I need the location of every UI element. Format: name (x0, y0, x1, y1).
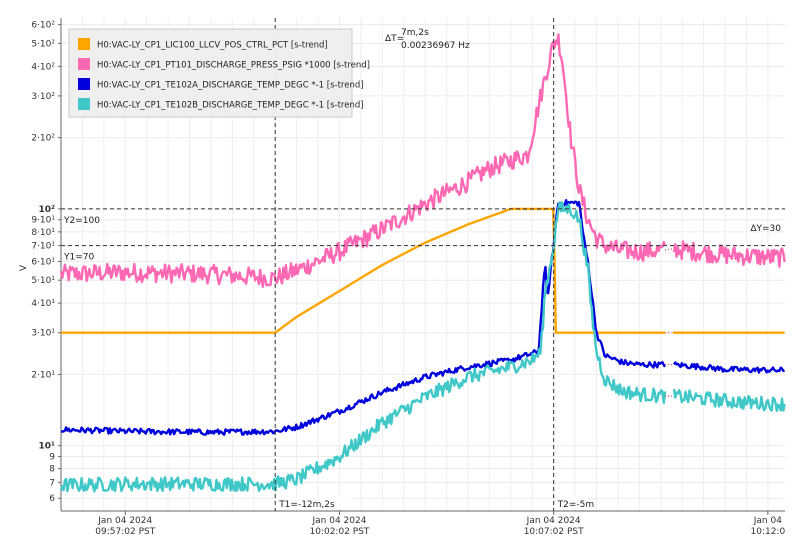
y-tick-label: 5·10² (31, 39, 55, 49)
y-tick-label: 3·10² (31, 92, 55, 102)
x-tick-time: 10:07:02 PST (524, 527, 584, 537)
legend-label: H0:VAC-LY_CP1_TE102A_DISCHARGE_TEMP_DEGC… (97, 81, 364, 91)
y-tick-label: 4·10² (31, 62, 55, 72)
cursor-label-bg (277, 497, 352, 509)
y-tick-label: 9 (49, 453, 55, 463)
series-line-0 (61, 207, 665, 334)
value-cursor-label: Y1=70 (63, 253, 94, 263)
x-tick-date: Jan 04 2024 (97, 516, 152, 526)
y-tick-label: 7·10¹ (31, 242, 55, 252)
y-tick-label: 6·10¹ (31, 257, 55, 267)
legend-swatch (78, 38, 90, 50)
time-cursor-label: T2=-5m (557, 500, 595, 510)
y-tick-label: 6 (49, 494, 55, 504)
x-tick-date: Jan 04 2024 (311, 516, 366, 526)
value-cursor-label: Y2=100 (63, 216, 100, 226)
y-tick-label: 10² (39, 205, 56, 215)
y-tick-label: 2·10² (31, 134, 55, 144)
legend-label: H0:VAC-LY_CP1_PT101_DISCHARGE_PRESS_PSIG… (97, 61, 370, 71)
y-tick-label: 6·10² (31, 21, 55, 31)
cursors[interactable]: T1=-12m,2s T2=-5m Y1=70 Y2=100 ΔT=7m,2s 0.002… (61, 18, 785, 511)
y-tick-label: 8·10¹ (31, 228, 55, 238)
y-tick-label: 5·10¹ (31, 276, 55, 286)
y-tick-label: 10¹ (39, 442, 56, 452)
series-lines (59, 33, 786, 493)
x-tick-time: 10:02:02 PST (310, 527, 370, 537)
series-line-2 (673, 361, 785, 374)
legend-label: H0:VAC-LY_CP1_LIC100_LLCV_POS_CTRL_PCT [… (97, 41, 328, 51)
delta-t-frequency: 0.00236967 Hz (401, 41, 470, 51)
legend: H0:VAC-LY_CP1_LIC100_LLCV_POS_CTRL_PCT [… (68, 28, 370, 118)
series-line-1 (672, 240, 786, 268)
delta-t-label: ΔT= (385, 34, 404, 44)
series-line-3 (672, 389, 786, 412)
series-line-2 (61, 198, 666, 436)
x-tick-time: 10:12:0 (751, 527, 786, 537)
x-tick-date: Jan 04 (753, 516, 782, 526)
series-line-3 (59, 201, 667, 493)
y-tick-label: 4·10¹ (31, 299, 55, 309)
y-tick-label: 7 (49, 478, 55, 488)
x-tick-date: Jan 04 2024 (526, 516, 581, 526)
series-line-1 (59, 33, 667, 288)
delta-t-value: 7m,2s (401, 28, 429, 38)
legend-swatch (78, 98, 90, 110)
legend-swatch (78, 58, 90, 70)
legend-label: H0:VAC-LY_CP1_TE102B_DISCHARGE_TEMP_DEGC… (97, 101, 364, 111)
cursor-label-bg (555, 497, 588, 509)
x-tick-time: 09:57:02 PST (95, 527, 155, 537)
y-tick-label: 3·10¹ (31, 329, 55, 339)
y-tick-label: 2·10¹ (31, 370, 55, 380)
legend-swatch (78, 78, 90, 90)
y-tick-label: 8 (49, 465, 55, 475)
y-axis-label: V (19, 264, 29, 271)
legend-box (68, 28, 353, 118)
y-tick-label: 9·10¹ (31, 216, 55, 226)
delta-y-label: ΔY=30 (750, 224, 781, 234)
time-cursor-label: T1=-12m,2s (278, 500, 335, 510)
